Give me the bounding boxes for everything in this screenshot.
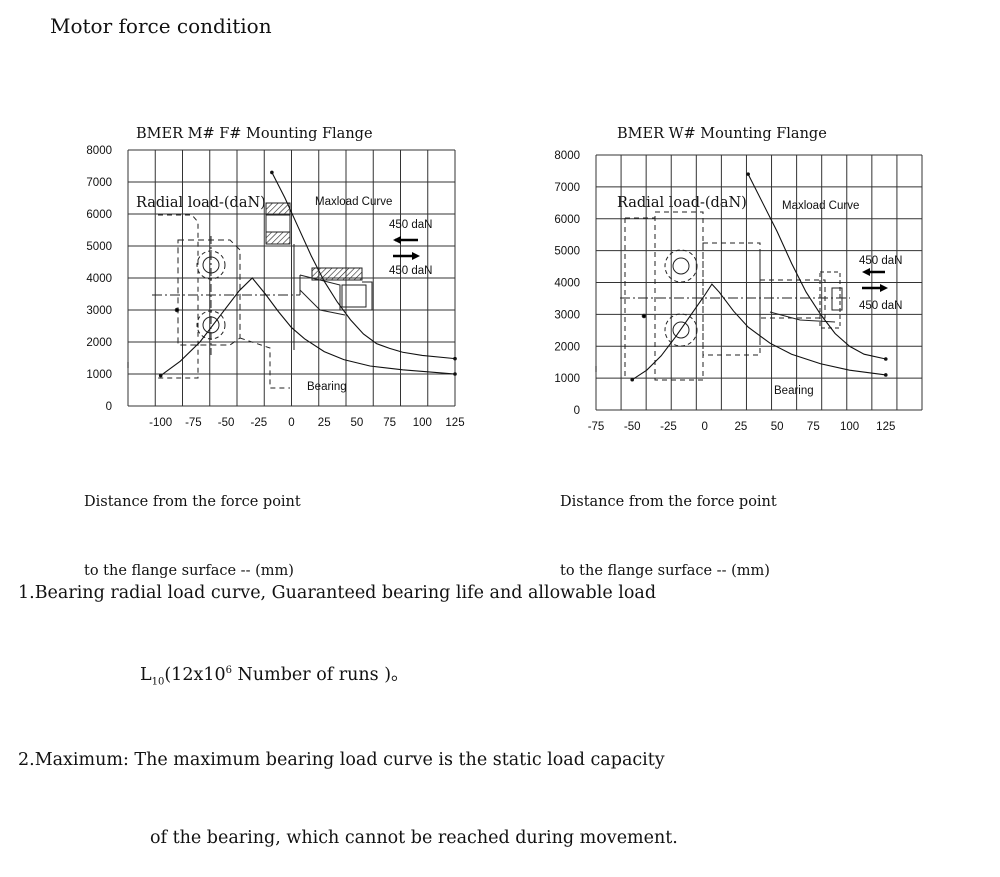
y-tick-label: 5000 xyxy=(554,246,580,258)
x-tick-label: 25 xyxy=(734,421,747,433)
series-line-bearing xyxy=(631,283,886,381)
note-sup: 6 xyxy=(225,665,232,676)
chart1-xcaption: Distance from the force point to the fla… xyxy=(84,445,301,606)
chart2-series xyxy=(630,172,888,382)
series-point xyxy=(453,356,457,361)
note-mid: (12x10 xyxy=(164,664,226,685)
note-l-sub: 10 xyxy=(151,676,165,688)
y-tick-label: 3000 xyxy=(86,305,112,317)
chart1-ylabel: Radial load-(daN) xyxy=(136,195,266,211)
y-tick-label: 1000 xyxy=(554,373,580,385)
y-tick-label: 8000 xyxy=(86,145,112,157)
series-point xyxy=(883,357,888,361)
x-tick-label: 75 xyxy=(807,421,820,433)
series-point xyxy=(630,377,635,382)
series-point xyxy=(453,372,457,376)
x-tick-label: -100 xyxy=(149,417,172,429)
y-tick-label: 4000 xyxy=(554,278,580,290)
x-tick-label: 50 xyxy=(771,421,784,433)
series-line-maxload xyxy=(271,172,456,360)
x-tick-label: -25 xyxy=(250,417,267,429)
chart2-force-label-2: 450 daN xyxy=(859,300,902,312)
chart1-caption: BMER M# F# Mounting Flange Radial load-(… xyxy=(136,77,373,238)
series-point xyxy=(270,170,274,175)
note-2: 2.Maximum: The maximum bearing load curv… xyxy=(18,750,665,771)
note-l: L xyxy=(140,664,152,685)
chart2-xlabel-line1: Distance from the force point xyxy=(560,494,777,510)
y-tick-label: 7000 xyxy=(86,177,112,189)
series-line-maxload xyxy=(747,173,886,360)
chart1-grid xyxy=(127,149,456,407)
chart2-xcaption: Distance from the force point to the fla… xyxy=(560,445,777,606)
note-post: Number of runs )。 xyxy=(231,664,409,685)
chart2-maxload-label: Maxload Curve xyxy=(782,200,859,212)
note-1-cont: L10(12x106 Number of runs )。 xyxy=(18,658,678,695)
x-tick-label: 125 xyxy=(876,421,895,433)
chart2-motor-diagram xyxy=(595,211,888,381)
chart2-force-label-1: 450 daN xyxy=(859,255,902,267)
series-line-bearing xyxy=(160,277,456,377)
chart1-maxload-label: Maxload Curve xyxy=(315,196,392,208)
chart2-title: BMER W# Mounting Flange xyxy=(617,126,827,142)
x-tick-label: 0 xyxy=(288,417,294,429)
y-tick-label: 2000 xyxy=(554,341,580,353)
chart1-xlabel-line2: to the flange surface -- (mm) xyxy=(84,563,294,579)
x-tick-label: 75 xyxy=(383,417,396,429)
note-2-cont: of the bearing, which cannot be reached … xyxy=(150,828,678,849)
chart2-xlabel-line2: to the flange surface -- (mm) xyxy=(560,563,770,579)
x-tick-label: 50 xyxy=(351,417,364,429)
chart1-xlabel-line1: Distance from the force point xyxy=(84,494,301,510)
y-tick-label: 4000 xyxy=(86,273,112,285)
notes: 1.Bearing radial load curve, Guaranteed … xyxy=(18,528,678,877)
x-tick-label: 125 xyxy=(445,417,464,429)
chart2-caption: BMER W# Mounting Flange Radial load-(daN… xyxy=(617,77,827,238)
x-tick-label: 100 xyxy=(840,421,859,433)
page-title: Motor force condition xyxy=(50,14,272,38)
y-tick-label: 7000 xyxy=(554,182,580,194)
series-point xyxy=(883,373,888,377)
x-tick-label: -25 xyxy=(660,421,677,433)
y-tick-label: 6000 xyxy=(554,214,580,226)
y-tick-label: 5000 xyxy=(86,241,112,253)
x-tick-label: 25 xyxy=(318,417,331,429)
x-tick-label: 100 xyxy=(413,417,432,429)
x-tick-label: 0 xyxy=(701,421,707,433)
chart2-bearing-label: Bearing xyxy=(774,385,814,397)
y-tick-label: 0 xyxy=(574,405,580,417)
y-tick-label: 3000 xyxy=(554,309,580,321)
note-1: 1.Bearing radial load curve, Guaranteed … xyxy=(18,583,657,603)
x-tick-label: -75 xyxy=(185,417,202,429)
chart1-title: BMER M# F# Mounting Flange xyxy=(136,126,373,142)
series-point xyxy=(158,373,163,378)
chart1-force-label-1: 450 daN xyxy=(389,219,432,231)
chart1-bearing-label: Bearing xyxy=(307,381,347,393)
y-tick-label: 6000 xyxy=(86,209,112,221)
y-tick-label: 8000 xyxy=(554,150,580,162)
chart1-series xyxy=(158,170,457,378)
y-tick-label: 1000 xyxy=(86,369,112,381)
x-tick-label: -50 xyxy=(624,421,641,433)
chart2-grid xyxy=(595,154,923,411)
x-tick-label: -50 xyxy=(218,417,235,429)
y-tick-label: 2000 xyxy=(86,337,112,349)
y-tick-label: 0 xyxy=(106,401,112,413)
x-tick-label: -75 xyxy=(588,421,605,433)
series-point xyxy=(746,172,750,176)
chart2-ylabel: Radial load-(daN) xyxy=(617,195,747,211)
chart1-motor-diagram xyxy=(127,202,420,389)
chart1-force-label-2: 450 daN xyxy=(389,265,432,277)
